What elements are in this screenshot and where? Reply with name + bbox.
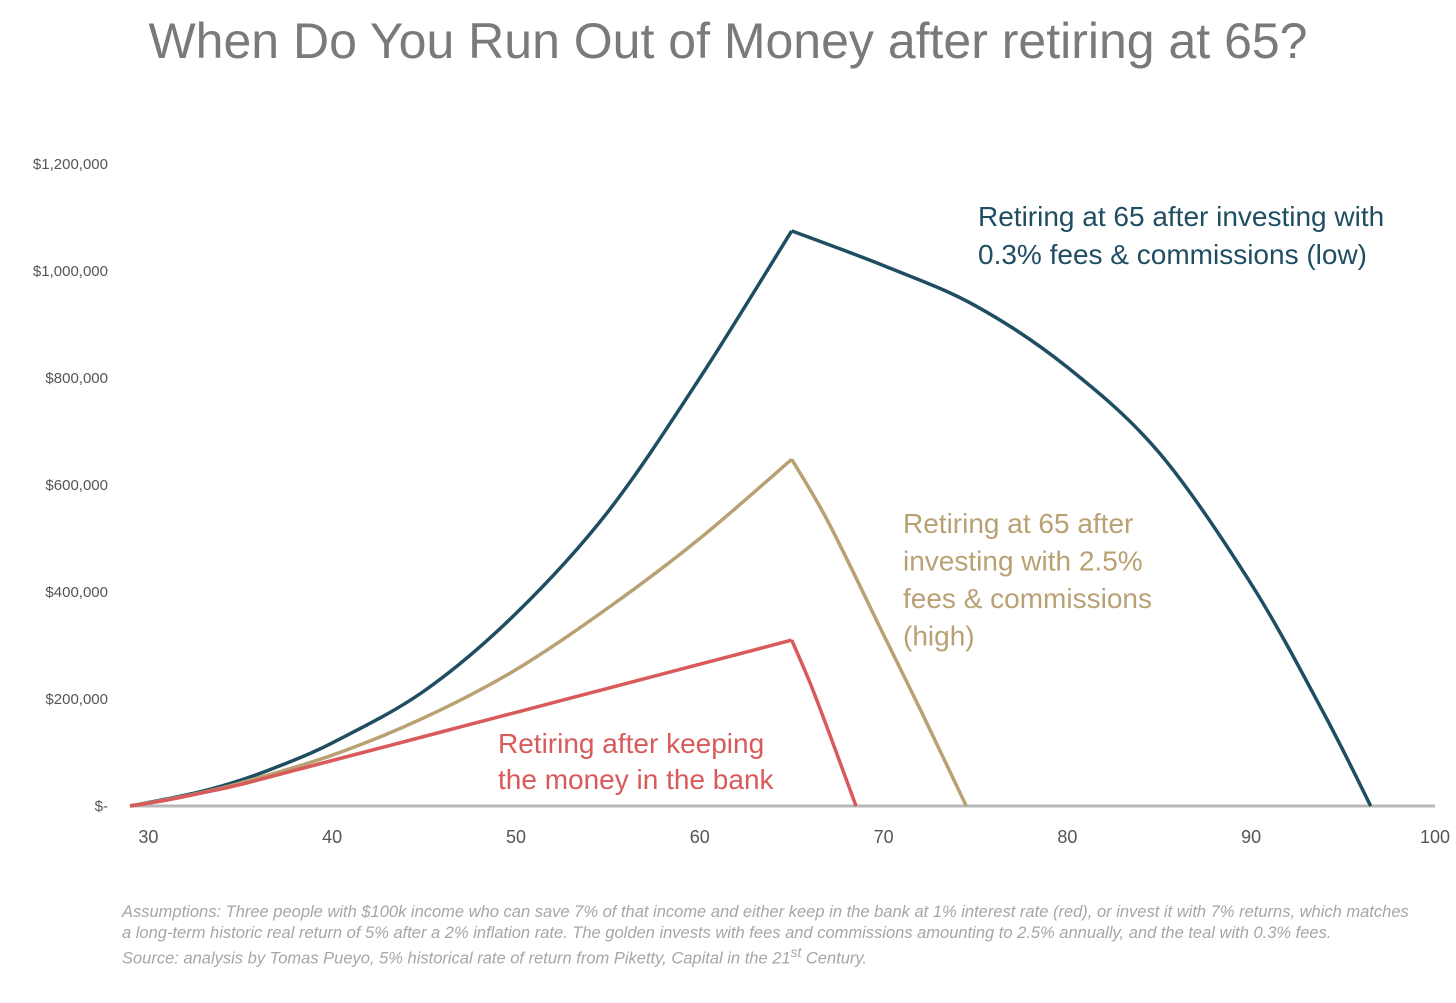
series-low_fees-label: Retiring at 65 after investing with 0.3% … <box>978 201 1384 270</box>
series-label-line: Retiring at 65 after investing with <box>978 201 1384 232</box>
series-label-line: investing with 2.5% <box>903 546 1143 577</box>
y-tick-label: $800,000 <box>45 370 108 387</box>
series-low_fees-line <box>129 229 1373 808</box>
x-tick-label: 90 <box>1241 827 1261 847</box>
x-tick-label: 70 <box>874 827 894 847</box>
footnote-source-superscript: st <box>790 945 802 960</box>
series-label-line: Retiring after keeping <box>498 728 764 759</box>
y-tick-label: $600,000 <box>45 477 108 494</box>
series-label-line: 0.3% fees & commissions (low) <box>978 239 1367 270</box>
y-tick-label: $1,000,000 <box>33 263 108 280</box>
footnote-source-end: Century. <box>801 949 867 968</box>
footnote: Assumptions: Three people with $100k inc… <box>122 902 1412 969</box>
footnote-assumptions: Assumptions: Three people with $100k inc… <box>122 903 1409 942</box>
series-high_fees-label: Retiring at 65 after investing with 2.5% f… <box>903 508 1152 652</box>
series-labels: Retiring at 65 after investing with 0.3% … <box>498 201 1384 795</box>
x-axis-ticks: 30 40 50 60 70 80 90 100 <box>138 827 1450 847</box>
footnote-source-text: Source: analysis by Tomas Pueyo, 5% hist… <box>122 949 791 968</box>
series-label-line: Retiring at 65 after <box>903 508 1133 539</box>
series-label-line: fees & commissions <box>903 583 1152 614</box>
series-label-line: the money in the bank <box>498 764 775 795</box>
series-bank-label: Retiring after keeping the money in the b… <box>498 728 775 795</box>
x-tick-label: 30 <box>138 827 158 847</box>
footnote-source: Source: analysis by Tomas Pueyo, 5% hist… <box>122 943 1412 969</box>
y-tick-label: $- <box>95 798 108 815</box>
y-tick-label: $1,200,000 <box>33 156 108 173</box>
y-tick-label: $400,000 <box>45 584 108 601</box>
y-tick-label: $200,000 <box>45 691 108 708</box>
x-tick-label: 40 <box>322 827 342 847</box>
x-tick-label: 100 <box>1420 827 1450 847</box>
series-lines <box>129 229 1373 808</box>
x-tick-label: 80 <box>1057 827 1077 847</box>
x-tick-label: 60 <box>690 827 710 847</box>
y-axis-ticks: $1,200,000 $1,000,000 $800,000 $600,000 $400… <box>33 156 108 815</box>
series-bank-line <box>129 638 858 808</box>
series-label-line: (high) <box>903 621 975 652</box>
chart-title: When Do You Run Out of Money after retir… <box>148 13 1308 69</box>
x-tick-label: 50 <box>506 827 526 847</box>
